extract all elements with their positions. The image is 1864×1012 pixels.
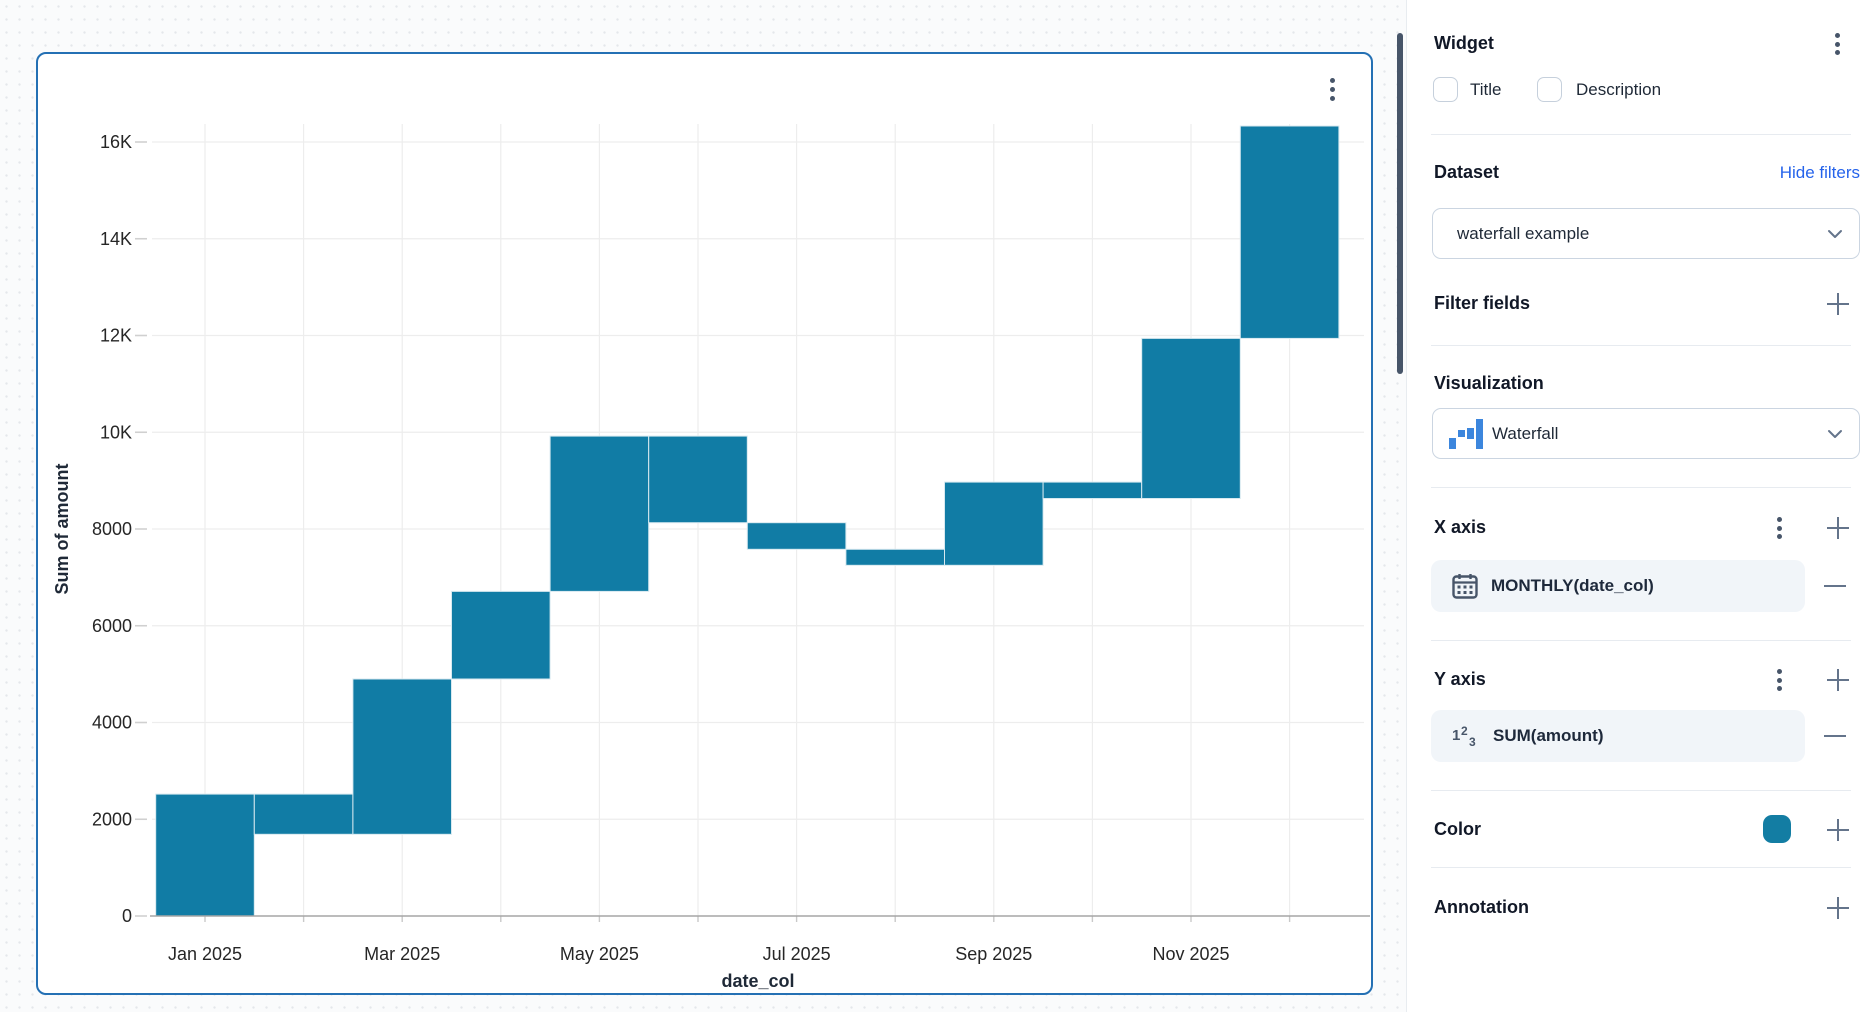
x-axis-menu-kebab-icon[interactable]	[1767, 513, 1791, 543]
add-x-axis-field-button[interactable]	[1826, 516, 1850, 540]
waterfall-chart: 0 2000 4000 6000 8000 10K 12K 14K 16K Jan 2025 Mar…	[52, 124, 1370, 991]
description-checkbox[interactable]	[1537, 77, 1562, 102]
widget-menu-kebab-icon[interactable]	[1825, 29, 1849, 59]
chart-widget-card[interactable]: 0 2000 4000 6000 8000 10K 12K 14K 16K Jan 2025 Mar…	[36, 52, 1373, 995]
y-axis-field-label: SUM(amount)	[1493, 726, 1604, 745]
y-axis-title: Sum of amount	[52, 464, 72, 595]
dataset-select[interactable]: waterfall example	[1432, 208, 1860, 259]
y-axis-menu-kebab-icon[interactable]	[1767, 665, 1791, 695]
axis-labels: 0 2000 4000 6000 8000 10K 12K 14K 16K Jan 2025 Mar…	[52, 132, 1230, 991]
waterfall-bar[interactable]	[155, 793, 255, 917]
number-123-icon: 1 2 3	[1452, 724, 1476, 749]
waterfall-bar[interactable]	[253, 793, 354, 835]
svg-text:2: 2	[1461, 724, 1468, 738]
waterfall-bar[interactable]	[648, 435, 748, 524]
visualization-select[interactable]: Waterfall	[1432, 408, 1860, 459]
chevron-down-icon	[1828, 229, 1842, 238]
x-tick-label: May 2025	[560, 944, 639, 964]
add-color-rule-button[interactable]	[1826, 818, 1850, 842]
divider	[1431, 134, 1851, 135]
waterfall-bar[interactable]	[1042, 481, 1143, 500]
panel-scrollbar-thumb[interactable]	[1397, 33, 1403, 374]
filter-fields-section-title: Filter fields	[1434, 293, 1531, 313]
dataset-select-value: waterfall example	[1457, 223, 1590, 243]
divider	[1431, 867, 1851, 868]
waterfall-bar[interactable]	[451, 590, 551, 680]
x-tick-label: Jan 2025	[168, 944, 242, 964]
color-section-title: Color	[1434, 819, 1481, 839]
y-tick-label: 6000	[92, 616, 132, 636]
waterfall-bar[interactable]	[944, 481, 1044, 566]
description-checkbox-label[interactable]: Description	[1576, 80, 1662, 99]
svg-text:1: 1	[1452, 727, 1460, 744]
title-checkbox[interactable]	[1433, 77, 1458, 102]
y-tick-label: 16K	[100, 132, 132, 152]
waterfall-viz-icon	[1449, 418, 1483, 449]
remove-y-axis-field-button[interactable]	[1823, 724, 1847, 748]
y-axis-field-chip[interactable]: 1 2 3 SUM(amount)	[1431, 710, 1805, 762]
x-tick-label: Sep 2025	[955, 944, 1032, 964]
divider	[1431, 487, 1851, 488]
y-tick-label: 4000	[92, 713, 132, 733]
visualization-section-title: Visualization	[1434, 373, 1544, 393]
x-tick-label: Nov 2025	[1152, 944, 1229, 964]
svg-text:3: 3	[1469, 735, 1476, 749]
divider	[1431, 640, 1851, 641]
remove-x-axis-field-button[interactable]	[1823, 574, 1847, 598]
title-checkbox-label[interactable]: Title	[1470, 80, 1502, 99]
y-tick-label: 8000	[92, 519, 132, 539]
calendar-icon	[1452, 574, 1478, 599]
add-y-axis-field-button[interactable]	[1826, 668, 1850, 692]
visualization-select-value: Waterfall	[1492, 423, 1559, 443]
x-tick-label: Mar 2025	[364, 944, 440, 964]
y-axis-section-title: Y axis	[1434, 669, 1486, 689]
waterfall-bar[interactable]	[352, 678, 452, 835]
y-tick-label: 10K	[100, 422, 132, 442]
series-color-swatch[interactable]	[1763, 815, 1791, 843]
chart-card-menu-kebab-icon[interactable]	[1321, 72, 1343, 106]
chevron-down-icon	[1828, 429, 1842, 438]
widget-section-title: Widget	[1434, 33, 1494, 53]
divider	[1431, 790, 1851, 791]
waterfall-bars	[155, 125, 1340, 917]
y-tick-label: 12K	[100, 326, 132, 346]
x-tick-label: Jul 2025	[763, 944, 831, 964]
x-axis-field-label: MONTHLY(date_col)	[1491, 576, 1654, 595]
x-axis-field-chip[interactable]: MONTHLY(date_col)	[1431, 560, 1805, 612]
x-axis-title: date_col	[721, 971, 794, 991]
waterfall-bar[interactable]	[845, 548, 946, 566]
divider	[1431, 345, 1851, 346]
waterfall-bar[interactable]	[1141, 337, 1241, 499]
add-filter-field-button[interactable]	[1826, 292, 1850, 316]
y-tick-label: 14K	[100, 229, 132, 249]
y-tick-label: 2000	[92, 809, 132, 829]
settings-panel: Widget Title Description Dataset Hide fi…	[1406, 0, 1864, 1012]
dataset-section-title: Dataset	[1434, 162, 1500, 182]
axes	[135, 141, 1370, 922]
waterfall-bar[interactable]	[1239, 125, 1340, 339]
add-annotation-button[interactable]	[1826, 896, 1850, 920]
x-axis-section-title: X axis	[1434, 517, 1487, 537]
hide-filters-link[interactable]: Hide filters	[1779, 163, 1860, 182]
y-tick-label: 0	[122, 906, 132, 926]
annotation-section-title: Annotation	[1434, 897, 1529, 917]
waterfall-bar[interactable]	[746, 522, 847, 550]
waterfall-bar[interactable]	[549, 435, 650, 592]
